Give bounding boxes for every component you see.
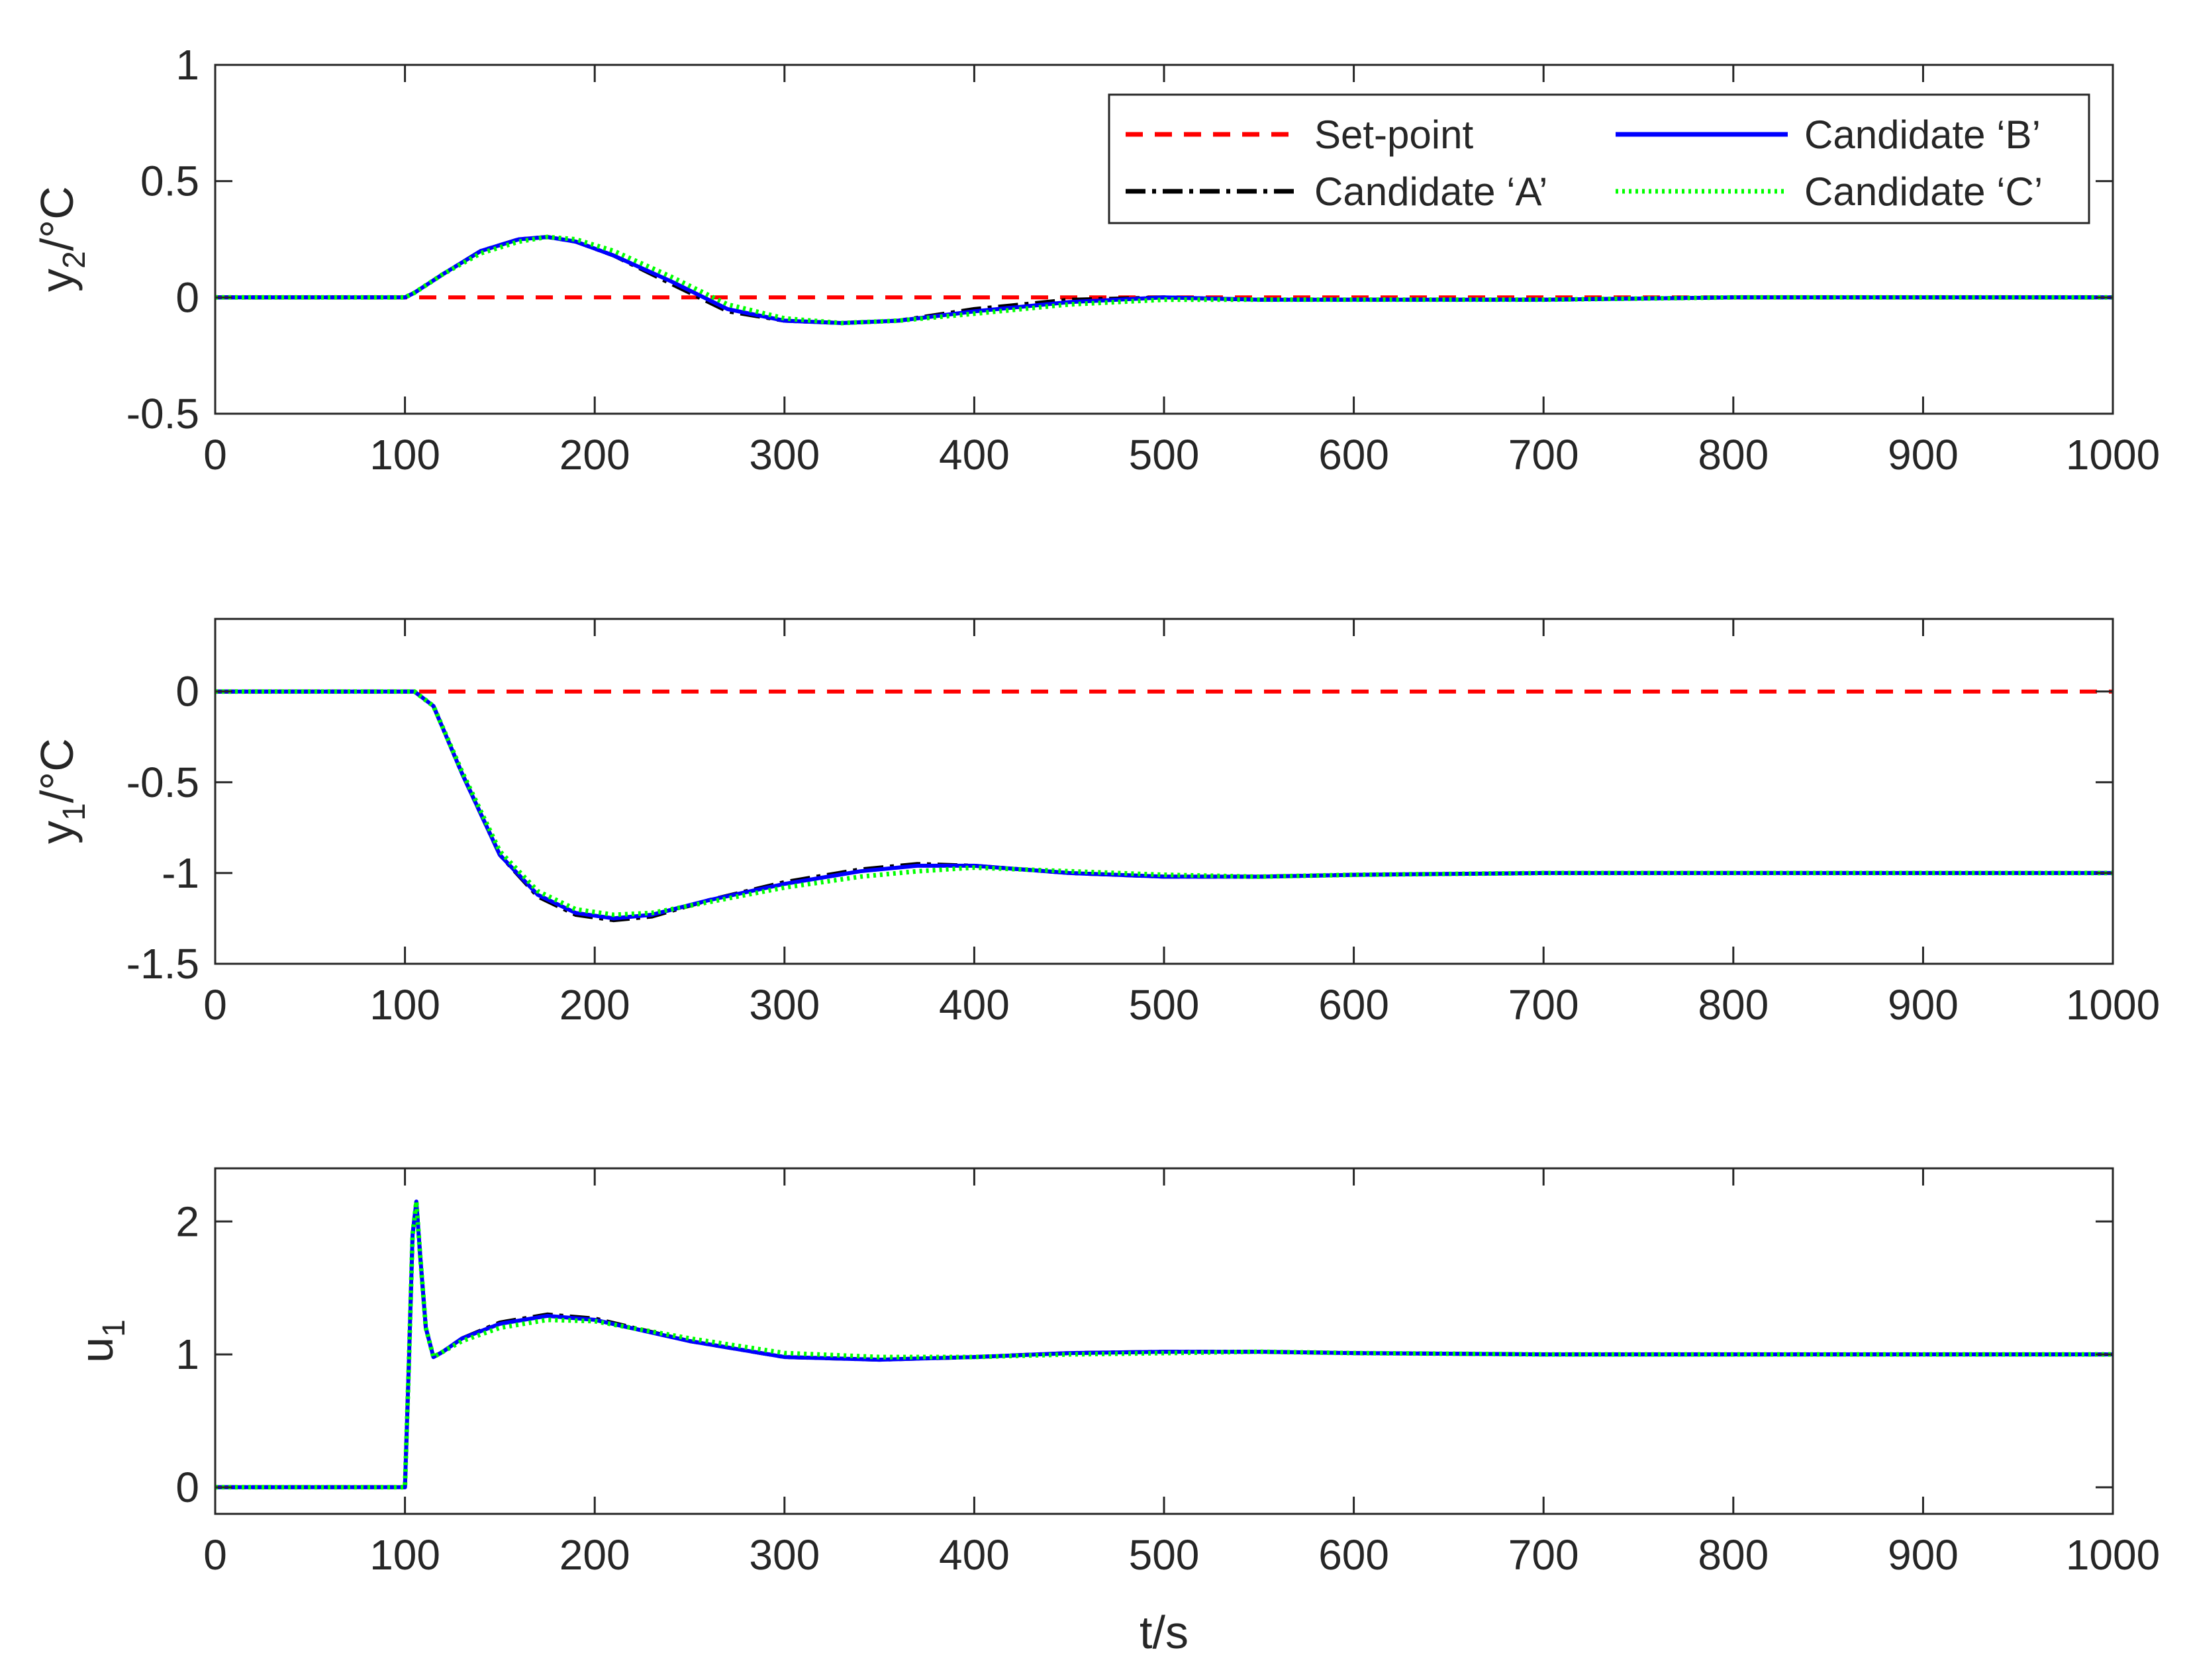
series-line-candidate-c bbox=[215, 689, 2113, 917]
x-tick-label: 0 bbox=[203, 1531, 227, 1579]
axes-background bbox=[215, 619, 2113, 964]
legend-label-candidate-c: Candidate ‘C’ bbox=[1804, 169, 2043, 214]
y-tick-label: 0 bbox=[175, 273, 199, 321]
plot-panel-y1: 0 100 200 300 400 500 600 700 800 900 1000 -1.5 -1 -0… bbox=[31, 618, 2160, 1029]
y-tick-label: 0 bbox=[175, 668, 199, 716]
legend: Set-point Candidate ‘A’ Candidate ‘B’ Ca… bbox=[1108, 93, 2090, 224]
y-tick-label: 1 bbox=[175, 41, 199, 89]
x-tick-label: 1000 bbox=[2066, 431, 2160, 479]
x-tick-label: 0 bbox=[203, 431, 227, 479]
tick-layer: 0 100 200 300 400 500 600 700 800 900 1000 -1.5 -1 -0… bbox=[126, 619, 2160, 1029]
x-tick-label: 100 bbox=[369, 1531, 440, 1579]
y-axis-label: u1 bbox=[71, 1319, 132, 1363]
tick-layer: 0 100 200 300 400 500 600 700 800 900 1000 0 1 2 bbox=[175, 1168, 2160, 1579]
axes-box bbox=[214, 618, 2114, 965]
x-tick-label: 700 bbox=[1508, 981, 1579, 1029]
y-tick-label: -0.5 bbox=[126, 390, 199, 438]
legend-label-candidate-b: Candidate ‘B’ bbox=[1804, 113, 2041, 157]
y-axis-label: y2/°C bbox=[31, 186, 92, 292]
tick-layer: 0 100 200 300 400 500 600 700 800 900 1000-0.500.5… bbox=[126, 41, 2160, 479]
legend-label-candidate-a: Candidate ‘A’ bbox=[1314, 169, 1547, 214]
series-line-candidate-c bbox=[215, 234, 2113, 326]
plot-panel-y2: 0 100 200 300 400 500 600 700 800 900 1000-0.500.5… bbox=[31, 41, 2160, 479]
x-tick-label: 800 bbox=[1698, 981, 1769, 1029]
axes-box bbox=[214, 64, 2114, 415]
legend-label-setpoint: Set-point bbox=[1314, 113, 1473, 157]
y-tick-label: 0.5 bbox=[140, 158, 199, 205]
x-tick-label: 900 bbox=[1888, 431, 1959, 479]
x-tick-label: 700 bbox=[1508, 1531, 1579, 1579]
x-tick-label: 1000 bbox=[2066, 981, 2160, 1029]
y-tick-label: -1 bbox=[162, 849, 199, 897]
plot-panel-u1: 0 100 200 300 400 500 600 700 800 900 1000 0 1 2 u1 t… bbox=[71, 1167, 2160, 1658]
x-tick-label: 800 bbox=[1698, 431, 1769, 479]
series-layer bbox=[215, 234, 2113, 326]
x-tick-label: 100 bbox=[369, 981, 440, 1029]
series-line-candidate-c bbox=[215, 1199, 2113, 1490]
y-tick-label: -0.5 bbox=[126, 759, 199, 806]
x-tick-label: 900 bbox=[1888, 1531, 1959, 1579]
x-tick-label: 400 bbox=[939, 981, 1010, 1029]
series-layer bbox=[215, 689, 2113, 923]
x-tick-label: 200 bbox=[559, 981, 630, 1029]
series-layer bbox=[215, 1199, 2113, 1490]
x-tick-label: 500 bbox=[1129, 431, 1200, 479]
x-tick-label: 800 bbox=[1698, 1531, 1769, 1579]
legend-box bbox=[1108, 93, 2090, 224]
x-tick-label: 200 bbox=[559, 1531, 630, 1579]
y-tick-label: -1.5 bbox=[126, 940, 199, 988]
x-tick-label: 500 bbox=[1129, 981, 1200, 1029]
axes-background bbox=[215, 1168, 2113, 1514]
y-tick-label: 0 bbox=[175, 1464, 199, 1511]
x-tick-label: 100 bbox=[369, 431, 440, 479]
x-tick-label: 300 bbox=[749, 431, 820, 479]
x-axis-label: t/s bbox=[1140, 1607, 1189, 1658]
x-tick-label: 500 bbox=[1129, 1531, 1200, 1579]
y-tick-label: 2 bbox=[175, 1197, 199, 1245]
x-tick-label: 1000 bbox=[2066, 1531, 2160, 1579]
axes-box bbox=[214, 1167, 2114, 1515]
x-tick-label: 200 bbox=[559, 431, 630, 479]
y-tick-label: 1 bbox=[175, 1330, 199, 1378]
x-tick-label: 300 bbox=[749, 1531, 820, 1579]
x-tick-label: 600 bbox=[1318, 981, 1389, 1029]
x-tick-label: 0 bbox=[203, 981, 227, 1029]
y-axis-label: y1/°C bbox=[31, 738, 92, 844]
x-tick-label: 600 bbox=[1318, 431, 1389, 479]
x-tick-label: 700 bbox=[1508, 431, 1579, 479]
x-tick-label: 300 bbox=[749, 981, 820, 1029]
x-tick-label: 900 bbox=[1888, 981, 1959, 1029]
x-tick-label: 400 bbox=[939, 1531, 1010, 1579]
x-tick-label: 600 bbox=[1318, 1531, 1389, 1579]
x-tick-label: 400 bbox=[939, 431, 1010, 479]
